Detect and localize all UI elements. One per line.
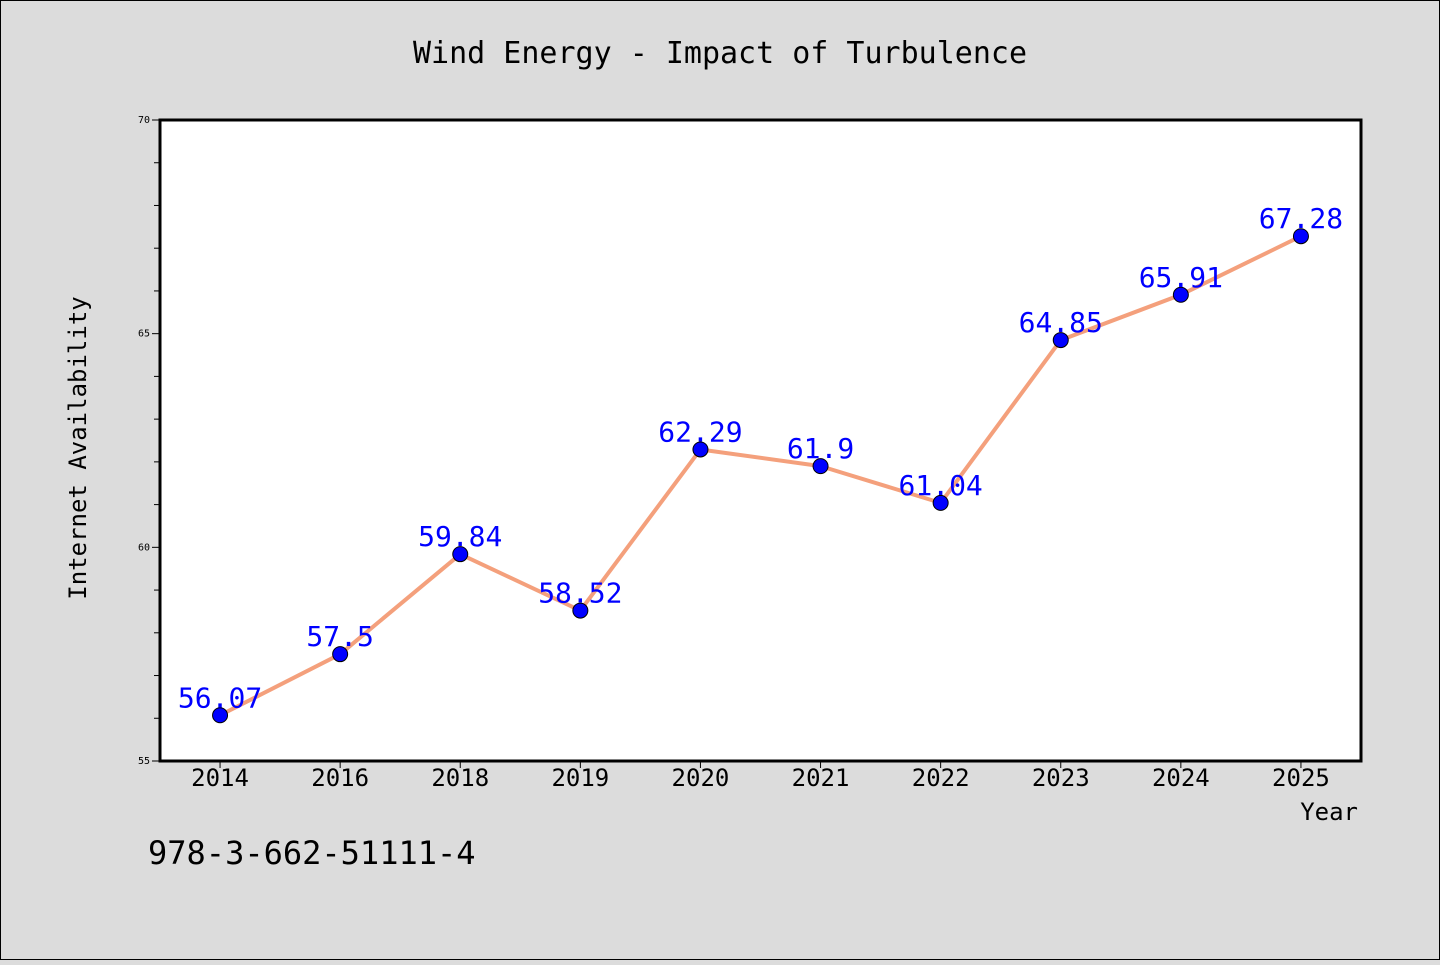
- x-tick-label: 2022: [912, 764, 970, 792]
- data-point: [1172, 286, 1189, 303]
- data-point: [212, 707, 229, 724]
- data-point: [812, 458, 829, 475]
- data-label: 57.5: [306, 620, 373, 653]
- x-axis: 2014 2016 2018 2019 2020 2021 2022 2023 2024 2025: [191, 761, 1330, 792]
- y-tick-label: 60: [138, 542, 150, 553]
- data-point: [932, 494, 949, 511]
- x-tick-label: 2014: [191, 764, 249, 792]
- data-point: [1292, 228, 1309, 245]
- data-label: 61.04: [899, 469, 983, 502]
- series-layer: 56.07 57.5 59.84 58.52 62.29 61.9 61.04 64.85 65…: [178, 202, 1343, 724]
- data-label: 58.52: [538, 577, 622, 610]
- y-tick-label: 70: [138, 115, 150, 126]
- x-tick-label: 2024: [1152, 764, 1210, 792]
- data-point: [332, 646, 349, 663]
- data-label: 61.9: [787, 432, 854, 465]
- data-point: [452, 546, 469, 563]
- series-line: [218, 234, 1303, 718]
- data-label: 64.85: [1019, 306, 1103, 339]
- y-axis-label: Internet Availability: [64, 296, 92, 599]
- data-label: 59.84: [418, 520, 502, 553]
- data-label: 56.07: [178, 681, 262, 714]
- data-point: [1052, 332, 1069, 349]
- x-axis-label: Year: [1300, 798, 1358, 826]
- footer-code: 978-3-662-51111-4: [148, 834, 476, 872]
- x-tick-label: 2023: [1032, 764, 1090, 792]
- data-point: [572, 602, 589, 619]
- data-label: 62.29: [658, 415, 742, 448]
- x-tick-label: 2020: [672, 764, 730, 792]
- plot-area: [158, 118, 1363, 763]
- x-tick-label: 2025: [1272, 764, 1330, 792]
- y-tick-label: 65: [138, 329, 150, 340]
- x-tick-label: 2016: [311, 764, 369, 792]
- y-tick-label: 55: [138, 756, 150, 767]
- data-point: [692, 441, 709, 458]
- x-tick-label: 2019: [551, 764, 609, 792]
- x-tick-label: 2018: [431, 764, 489, 792]
- x-tick-label: 2021: [792, 764, 850, 792]
- data-label: 65.91: [1139, 261, 1223, 294]
- data-label: 67.28: [1259, 202, 1343, 235]
- y-axis: 55 60 65 70: [138, 115, 160, 767]
- chart-title: Wind Energy - Impact of Turbulence: [413, 36, 1027, 71]
